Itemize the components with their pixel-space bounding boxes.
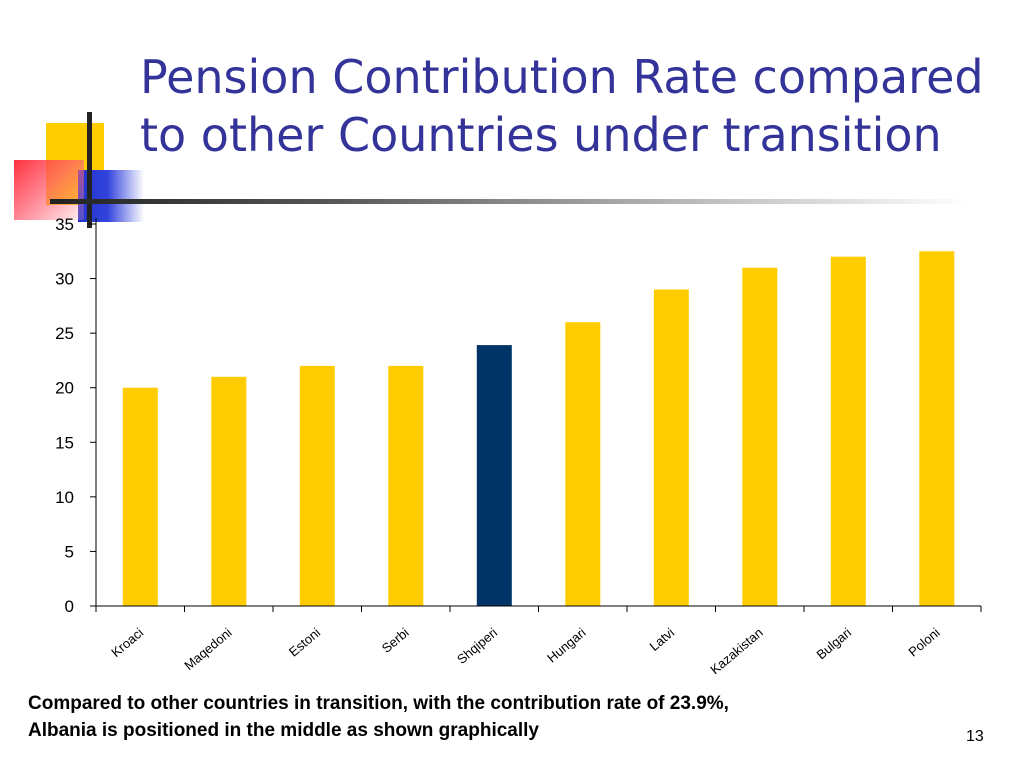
bar-latvi [653,289,689,606]
caption-line-1: Compared to other countries in transitio… [28,693,729,714]
decor-red-square [14,160,84,220]
x-label-kazakistan: Kazakistan [707,625,765,677]
x-label-kroaci: Kroaci [108,625,146,660]
x-label-hungari: Hungari [544,625,589,666]
y-tick-label-5: 5 [65,542,74,561]
bar-estoni [299,365,335,606]
decor-vertical-line [87,112,92,228]
x-label-poloni: Poloni [905,625,942,660]
caption-line-2: Albania is positioned in the middle as s… [28,720,539,741]
bar-shqiperi [476,345,512,606]
bar-maqedoni [211,376,247,606]
y-tick-label-35: 35 [55,215,74,234]
page-number: 13 [966,728,984,745]
bar-kroaci [122,387,158,606]
y-tick-label-10: 10 [55,488,74,507]
x-label-shqiperi: Shqiperi [454,625,500,667]
y-tick-label-20: 20 [55,379,74,398]
x-label-serbi: Serbi [379,625,412,656]
x-label-latvi: Latvi [646,625,677,654]
x-label-estoni: Estoni [286,625,323,660]
bar-poloni [919,251,955,607]
bar-kazakistan [742,267,778,606]
y-tick-label-0: 0 [65,597,74,616]
x-label-maqedoni: Maqedoni [181,625,234,673]
decor-horizontal-line [50,199,970,204]
bar-serbi [388,365,424,606]
y-tick-label-25: 25 [55,324,74,343]
bar-bulgari [830,256,866,606]
x-label-bulgari: Bulgari [814,625,855,663]
caption: Compared to other countries in transitio… [28,690,958,744]
bar-hungari [565,322,601,606]
bar-chart: 0 5 10 15 20 25 30 35 Kroaci Maqedoni Estoni Serbi S… [55,215,982,677]
y-tick-label-15: 15 [55,433,74,452]
y-tick-label-30: 30 [55,270,74,289]
slide-title: Pension Contribution Rate compared to ot… [140,50,984,162]
